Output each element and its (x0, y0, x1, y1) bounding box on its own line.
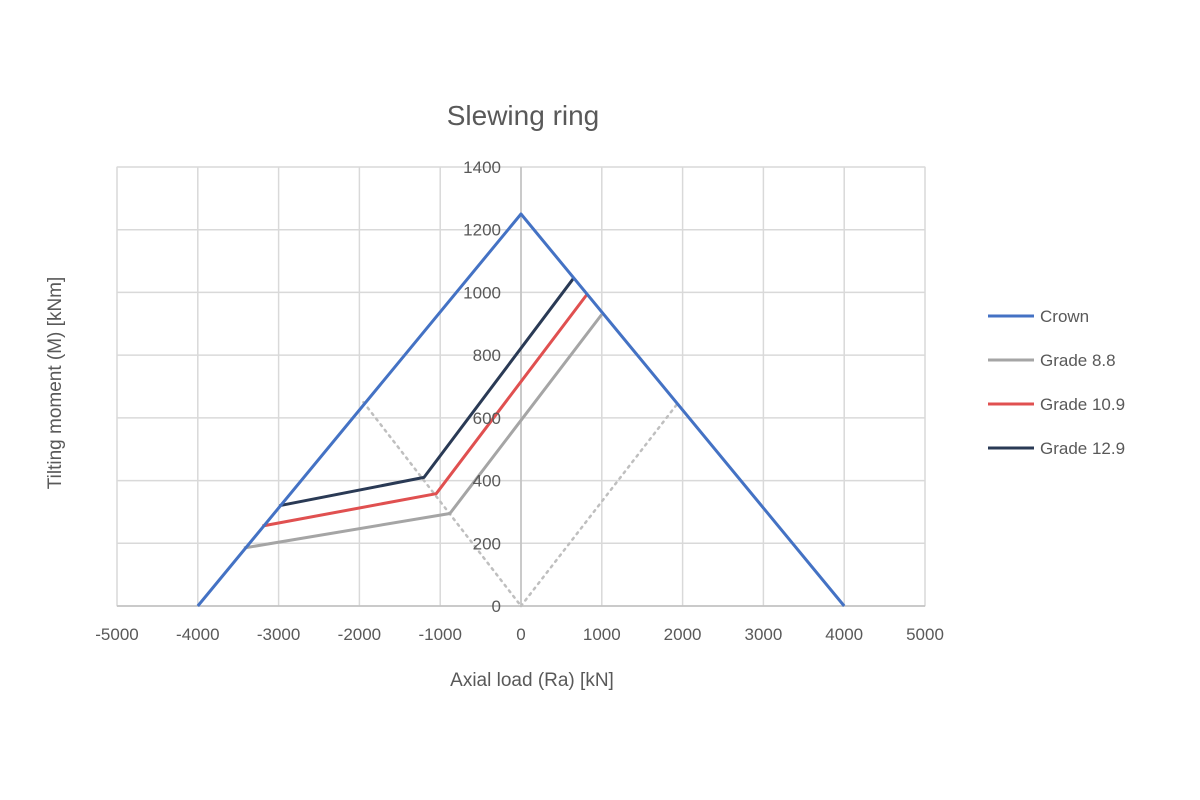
tick-labels: -5000 -4000 -3000 -2000 -1000 0 1000 2000 3000 40… (95, 158, 944, 644)
x-tick-label: -4000 (176, 625, 219, 644)
x-tick-label: -5000 (95, 625, 138, 644)
series-line-grade-10-9 (262, 293, 589, 528)
series-layer (196, 212, 846, 608)
series-line-reference-right (519, 400, 680, 608)
x-tick-label: 3000 (744, 625, 782, 644)
y-tick-label: 400 (473, 472, 501, 491)
series-line-grade-12-9 (279, 277, 575, 508)
y-axis-title: Tilting moment (M) [kNm] (45, 277, 66, 490)
y-tick-label: 200 (473, 534, 501, 553)
legend-label-grade-10-9: Grade 10.9 (1040, 395, 1125, 414)
legend-label-grade-12-9: Grade 12.9 (1040, 439, 1125, 458)
x-tick-label: 5000 (906, 625, 944, 644)
y-tick-label: 800 (473, 346, 501, 365)
series-line-reference-left (362, 400, 523, 608)
y-tick-label: 1000 (463, 283, 501, 302)
x-tick-label: 0 (516, 625, 525, 644)
x-tick-label: -3000 (257, 625, 300, 644)
x-tick-label: 2000 (664, 625, 702, 644)
x-tick-label: -1000 (418, 625, 461, 644)
x-axis-title: Axial load (Ra) [kN] (450, 670, 614, 691)
x-tick-label: 1000 (583, 625, 621, 644)
series-line-crown (196, 212, 846, 607)
plot-area: -5000 -4000 -3000 -2000 -1000 0 1000 2000 3000 40… (95, 158, 944, 644)
legend: Crown Grade 8.8 Grade 10.9 Grade 12.9 (988, 307, 1125, 458)
legend-label-crown: Crown (1040, 307, 1089, 326)
x-tick-label: 4000 (825, 625, 863, 644)
chart-title: Slewing ring (447, 100, 600, 131)
legend-label-grade-8-8: Grade 8.8 (1040, 351, 1116, 370)
x-tick-label: -2000 (338, 625, 381, 644)
y-tick-label: 1400 (463, 158, 501, 177)
series-line-grade-8-8 (243, 313, 603, 550)
y-tick-label: 1200 (463, 221, 501, 240)
y-tick-label: 0 (492, 597, 501, 616)
y-tick-label: 600 (473, 409, 501, 428)
